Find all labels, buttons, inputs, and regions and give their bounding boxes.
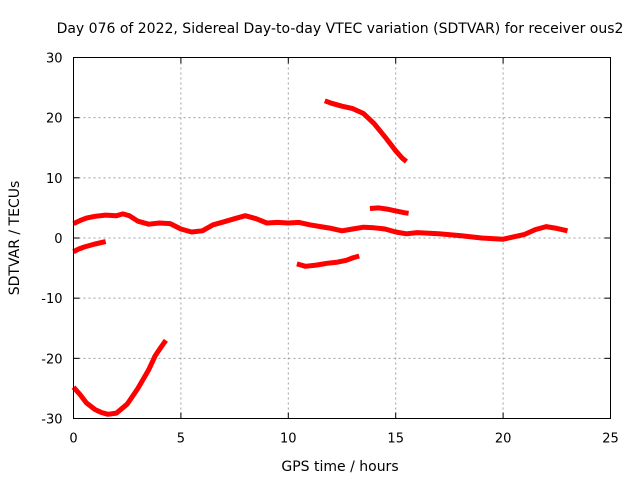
y-tick-label: 0 [54,232,62,247]
y-axis-label: SDTVAR / TECUs [7,181,23,296]
y-tick-label: 10 [46,172,63,187]
x-axis-label: GPS time / hours [281,459,398,475]
x-tick-label: 0 [69,432,77,447]
grid-lines [73,57,611,419]
x-tick-label: 25 [602,432,619,447]
series-arc-4 [296,253,360,269]
y-tick-label: -30 [41,413,62,428]
x-tick-label: 20 [495,432,512,447]
plot-frame [73,57,611,419]
series-arc-2 [72,211,569,242]
x-tick-label: 10 [280,432,297,447]
series-arc-6 [369,205,409,216]
series-arc-5 [323,98,409,164]
x-tick-label: 5 [177,432,185,447]
tick-labels: 0 5 10 15 20 25 -30 -20 -10 0 10 20 30 [41,52,619,447]
x-tick-label: 15 [387,432,404,447]
y-tick-label: 30 [46,52,63,67]
series-arc-3 [71,338,168,417]
series-arc-1 [72,239,107,254]
chart-title: Day 076 of 2022, Sidereal Day-to-day VTE… [57,21,624,37]
data-series-group [71,98,569,417]
y-tick-label: 20 [46,112,63,127]
y-tick-label: -20 [41,352,62,367]
y-tick-label: -10 [41,292,62,307]
